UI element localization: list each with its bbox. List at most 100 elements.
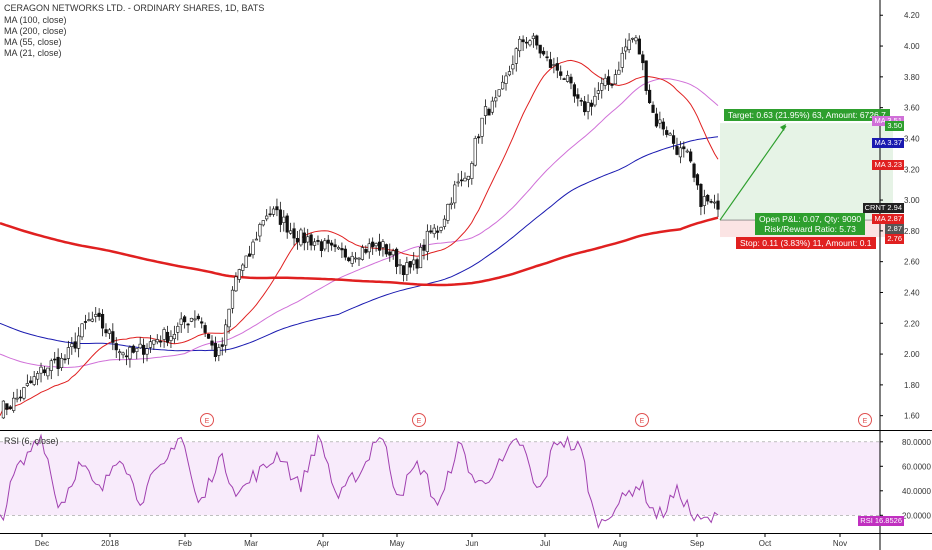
y-tick-label: 2.60	[904, 258, 920, 267]
candle-body	[648, 89, 652, 104]
candle-body	[682, 146, 686, 150]
candle-body	[579, 100, 583, 102]
candle-body	[104, 329, 108, 334]
y-tick-label: 3.00	[904, 196, 920, 205]
candle-body	[36, 373, 40, 380]
y-tick-label: 3.80	[904, 73, 920, 82]
rsi-tick-label: 20.0000	[902, 511, 931, 520]
candle-body	[90, 318, 94, 322]
risk-reward-text: Risk/Reward Ratio: 5.73	[764, 224, 856, 234]
candle-body	[63, 358, 67, 361]
candle-body	[589, 102, 594, 107]
legend-ma200[interactable]: MA (200, close)	[4, 26, 67, 36]
candle-body	[545, 56, 549, 59]
candle-body	[18, 396, 23, 399]
candle-body	[46, 367, 50, 377]
candle-body	[131, 345, 135, 353]
candle-body	[497, 89, 501, 97]
candle-body	[8, 406, 12, 410]
candle-body	[289, 230, 293, 234]
candle-body	[644, 60, 648, 91]
target-label: Target: 0.63 (21.95%) 63, Amount: 6726.7	[724, 109, 890, 121]
candle-body	[483, 106, 488, 116]
rsi-band	[0, 441, 880, 516]
candle-body	[466, 175, 471, 180]
candle-body	[689, 151, 693, 162]
candle-body	[665, 130, 669, 135]
legend-rsi[interactable]: RSI (6, close)	[4, 436, 59, 446]
candle-body	[384, 244, 388, 255]
price-tag: MA 3.37	[872, 138, 904, 149]
legend-ma100[interactable]: MA (100, close)	[4, 15, 67, 25]
candle-body	[347, 257, 351, 262]
candle-body	[77, 335, 81, 349]
candle-body	[70, 343, 74, 347]
candle-body	[408, 261, 412, 268]
candle-body	[692, 163, 696, 178]
candle-body	[627, 39, 631, 51]
candle-body	[500, 81, 505, 90]
candle-body	[124, 355, 129, 358]
y-tick-label: 3.60	[904, 104, 920, 113]
candle-body	[49, 360, 53, 371]
candle-body	[586, 102, 590, 112]
candle-body	[5, 403, 9, 410]
rsi-value-tag: RSI 16.8526	[858, 516, 904, 526]
candle-body	[278, 209, 282, 225]
candle-body	[145, 348, 149, 355]
candle-body	[405, 262, 409, 275]
candle-body	[241, 264, 245, 271]
earnings-marker-label: E	[417, 418, 422, 425]
candle-body	[583, 101, 587, 113]
candle-body	[562, 78, 566, 80]
candle-body	[401, 265, 406, 276]
candle-body	[624, 46, 628, 52]
candle-body	[12, 397, 16, 411]
candle-body	[162, 329, 166, 340]
candle-body	[333, 244, 337, 248]
candle-body	[695, 174, 700, 186]
candle-body	[412, 259, 416, 265]
earnings-marker	[200, 413, 214, 427]
ma200-line	[0, 216, 719, 287]
candle-body	[121, 352, 125, 356]
y-tick-label: 4.20	[904, 11, 920, 20]
ma55-line	[0, 78, 719, 369]
legend-ma21[interactable]: MA (21, close)	[4, 48, 62, 58]
y-tick-label: 1.60	[904, 412, 920, 421]
candle-body	[425, 230, 429, 252]
x-tick-label: Feb	[178, 539, 192, 548]
candle-body	[234, 276, 238, 292]
candle-body	[511, 64, 515, 70]
candle-body	[477, 136, 481, 139]
candle-body	[641, 54, 645, 64]
candle-body	[206, 333, 211, 339]
candle-body	[538, 44, 542, 54]
candle-body	[453, 184, 457, 204]
x-tick-label: Nov	[833, 539, 847, 548]
candle-body	[189, 317, 194, 322]
candle-body	[159, 340, 163, 343]
candle-body	[350, 255, 354, 264]
candle-body	[83, 321, 88, 323]
candle-body	[548, 59, 553, 68]
candle-body	[66, 347, 70, 359]
x-tick-label: Sep	[690, 539, 705, 548]
candle-body	[343, 248, 347, 258]
candle-body	[172, 334, 176, 340]
candle-body	[213, 343, 218, 357]
price-tag: 2.87	[885, 224, 904, 235]
candle-body	[661, 121, 665, 130]
candle-body	[473, 138, 477, 166]
candle-body	[237, 269, 241, 280]
candle-body	[439, 226, 443, 231]
candle-body	[186, 323, 190, 326]
legend-ma55[interactable]: MA (55, close)	[4, 37, 62, 47]
candle-body	[53, 358, 57, 361]
candle-body	[576, 94, 580, 99]
candle-body	[275, 206, 279, 211]
candle-body	[569, 76, 573, 84]
candle-body	[285, 215, 289, 233]
candle-body	[244, 255, 248, 268]
